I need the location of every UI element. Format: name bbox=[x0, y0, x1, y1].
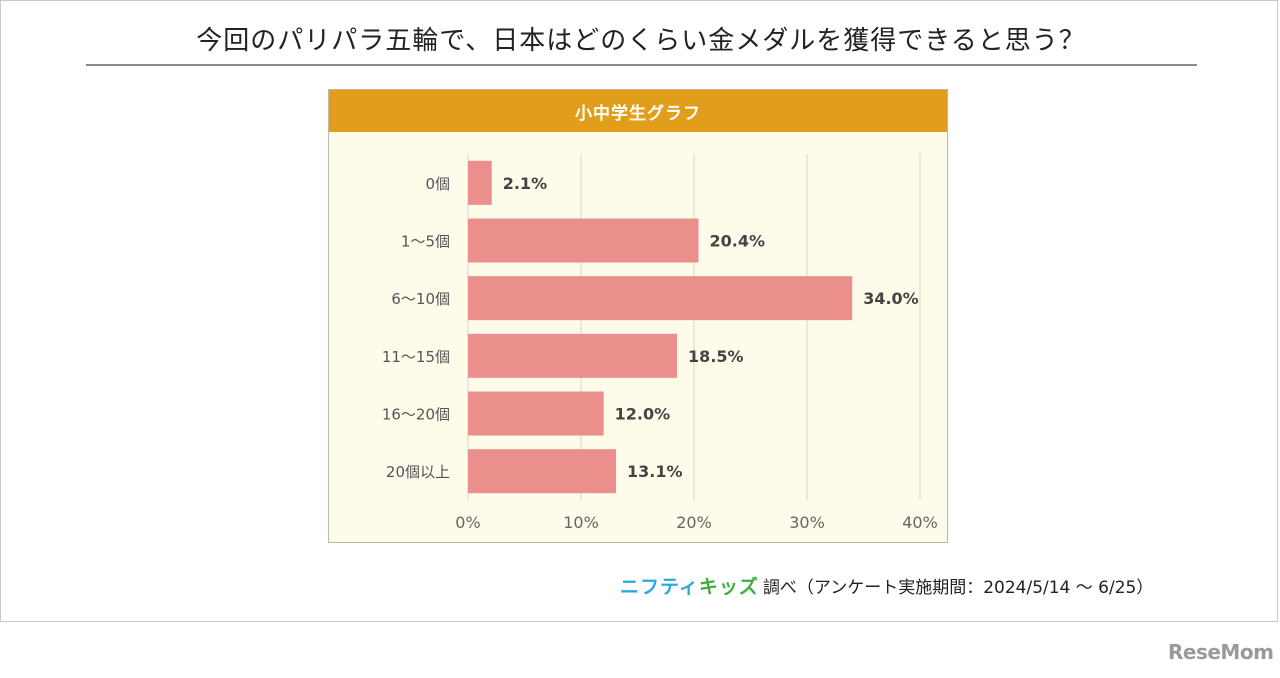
x-tick-label: 0% bbox=[455, 513, 480, 532]
page-title: 今回のパリパラ五輪で、日本はどのくらい金メダルを獲得できると思う？ bbox=[196, 26, 1086, 56]
bar bbox=[468, 276, 853, 321]
category-label: 0個 bbox=[425, 175, 450, 193]
category-label: 16～20個 bbox=[382, 406, 450, 424]
bar bbox=[468, 160, 492, 205]
title-divider bbox=[86, 64, 1197, 66]
category-label: 6～10個 bbox=[391, 290, 450, 308]
source-text: 調べ（アンケート実施期間：2024/5/14 ～ 6/25） bbox=[762, 577, 1154, 598]
x-tick-label: 30% bbox=[789, 513, 825, 532]
category-label: 11～15個 bbox=[382, 348, 450, 366]
data-label: 20.4% bbox=[710, 232, 766, 251]
data-label: 13.1% bbox=[627, 462, 683, 481]
bar bbox=[468, 449, 617, 494]
chart-title: 小中学生グラフ bbox=[329, 90, 947, 132]
x-tick-label: 20% bbox=[676, 513, 712, 532]
chart-panel: 小中学生グラフ 0% 10% 20% 30% 40% 0個 2.1% 1～5個 20.4% 6～1… bbox=[328, 89, 948, 543]
data-label: 2.1% bbox=[503, 174, 547, 193]
bar bbox=[468, 391, 604, 436]
x-tick-label: 40% bbox=[902, 513, 938, 532]
category-label: 1～5個 bbox=[401, 233, 450, 251]
slide-frame bbox=[0, 0, 1278, 622]
source-note: ニフティ キッズ 調べ（アンケート実施期間：2024/5/14 ～ 6/25） bbox=[620, 570, 1153, 600]
bar bbox=[468, 333, 678, 378]
brand-logo-nifty: ニフティ bbox=[620, 575, 699, 598]
bar bbox=[468, 218, 699, 263]
bar-chart: 0% 10% 20% 30% 40% 0個 2.1% 1～5個 20.4% 6～10個 34.0% 1… bbox=[382, 154, 938, 532]
category-label: 20個以上 bbox=[386, 463, 450, 481]
x-tick-label: 10% bbox=[563, 513, 599, 532]
data-label: 12.0% bbox=[615, 405, 671, 424]
data-label: 34.0% bbox=[863, 289, 919, 308]
resemom-logo: ReseMom bbox=[1168, 640, 1274, 664]
data-label: 18.5% bbox=[688, 347, 744, 366]
brand-logo-kids: キッズ bbox=[698, 575, 759, 598]
